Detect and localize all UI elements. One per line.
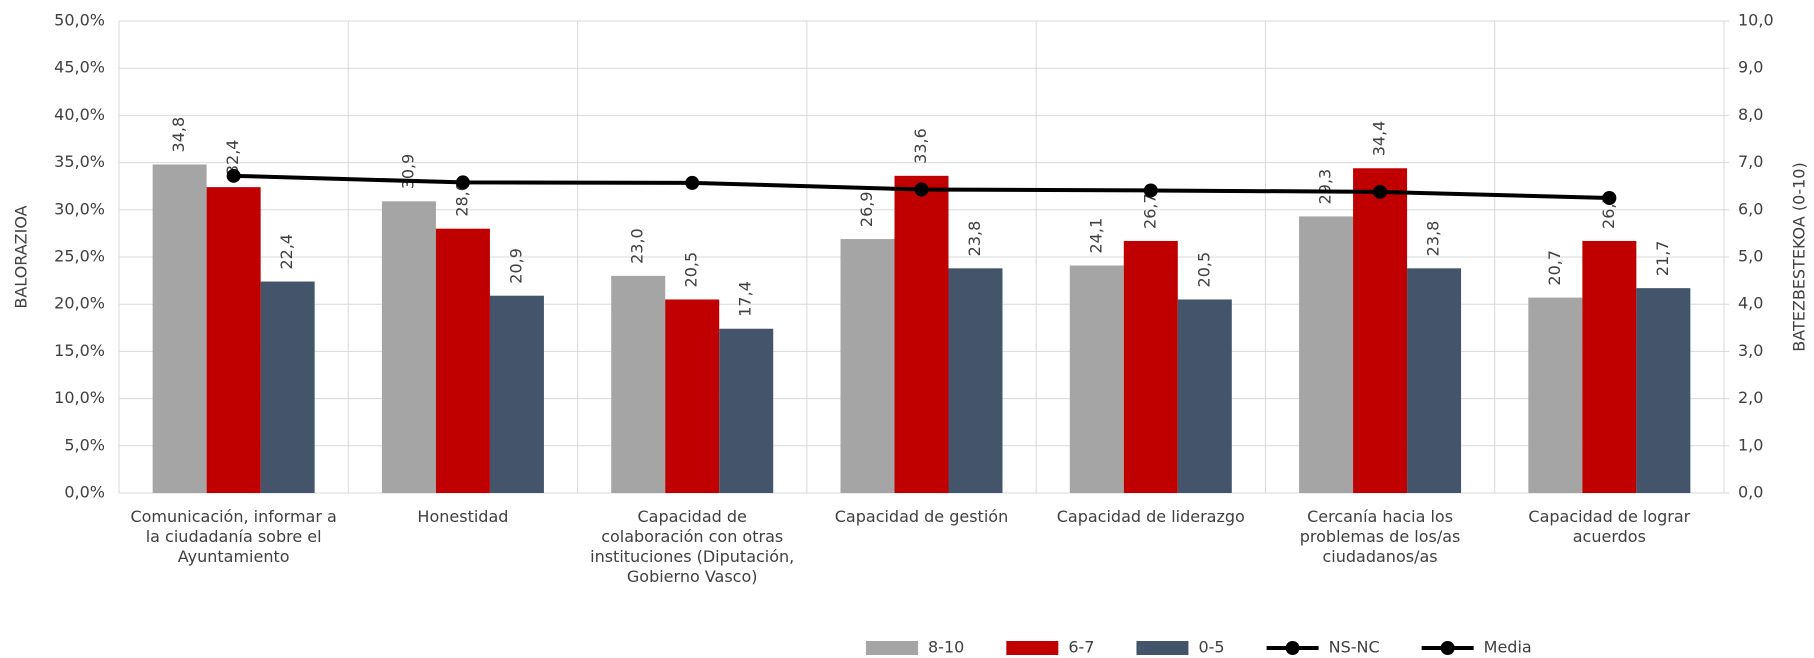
marker <box>914 182 929 197</box>
x-tick-label: Comunicación, informar a la ciudadanía s… <box>130 507 337 566</box>
y-tick-label: 25,0% <box>54 247 105 266</box>
y-tick-label: 15,0% <box>54 341 105 360</box>
value-label: 34,4 <box>1370 121 1389 157</box>
bar <box>840 239 895 493</box>
value-label: 22,4 <box>277 234 296 270</box>
value-label: 33,6 <box>911 128 930 164</box>
bar <box>1299 216 1354 493</box>
legend-label: 6-7 <box>1068 638 1094 657</box>
value-label: 21,7 <box>1653 241 1672 277</box>
y2-tick-label: 6,0 <box>1738 199 1763 218</box>
bar <box>1582 240 1637 493</box>
bar <box>1177 299 1232 493</box>
y2-tick-label: 4,0 <box>1738 294 1763 313</box>
legend-label: 8-10 <box>928 638 964 657</box>
x-tick-label: Capacidad de lograr acuerdos <box>1528 507 1691 546</box>
marker <box>1373 184 1388 199</box>
legend-label: 0-5 <box>1198 638 1224 657</box>
value-label: 30,9 <box>398 154 417 190</box>
y-tick-label: 10,0% <box>54 388 105 407</box>
bar <box>152 164 207 493</box>
legend-swatch <box>866 641 918 655</box>
legend-label: NS-NC <box>1329 638 1380 657</box>
value-label: 28,0 <box>452 181 471 217</box>
bar <box>1528 297 1583 493</box>
legend-label: Media <box>1484 638 1532 657</box>
y2-tick-label: 3,0 <box>1738 341 1763 360</box>
bar <box>948 268 1003 493</box>
y2-tick-label: 0,0 <box>1738 483 1763 502</box>
value-label: 20,5 <box>1194 252 1213 288</box>
value-label: 26,9 <box>857 191 876 227</box>
value-label: 23,0 <box>628 228 647 264</box>
x-tick-label: Capacidad de gestión <box>834 507 1009 526</box>
bar <box>1353 168 1408 493</box>
bar <box>611 275 666 493</box>
y2-tick-label: 5,0 <box>1738 247 1763 266</box>
y-tick-label: 5,0% <box>64 435 105 454</box>
legend-marker <box>1285 641 1300 655</box>
bar <box>260 281 315 493</box>
y-tick-label: 35,0% <box>54 152 105 171</box>
bar <box>1407 268 1462 493</box>
value-label: 20,7 <box>1545 250 1564 286</box>
y-tick-label: 30,0% <box>54 199 105 218</box>
y-axis-title: BALORAZIOA <box>12 205 31 308</box>
bar <box>665 299 720 493</box>
bar <box>1636 288 1691 493</box>
value-label: 26,7 <box>1140 193 1159 229</box>
legend-swatch <box>1136 641 1189 655</box>
marker <box>685 175 700 190</box>
bar <box>894 175 949 494</box>
marker <box>226 168 241 183</box>
marker <box>1143 183 1158 198</box>
value-label: 34,8 <box>169 117 188 153</box>
y-tick-label: 20,0% <box>54 294 105 313</box>
bar <box>435 228 490 493</box>
bar <box>1069 265 1124 493</box>
y-tick-label: 50,0% <box>54 11 105 30</box>
y-tick-label: 40,0% <box>54 105 105 124</box>
y2-axis-title: BATEZBESTEKOA (0-10) <box>1790 162 1809 351</box>
bar <box>206 187 261 494</box>
bar <box>489 295 544 493</box>
y2-tick-label: 9,0 <box>1738 58 1763 77</box>
value-label: 23,8 <box>1424 221 1443 257</box>
x-tick-label: Cercanía hacia los problemas de los/as c… <box>1299 507 1461 566</box>
y-tick-label: 45,0% <box>54 58 105 77</box>
x-tick-label: Honestidad <box>417 507 509 526</box>
y2-tick-label: 8,0 <box>1738 105 1763 124</box>
bar <box>1123 240 1178 493</box>
value-label: 17,4 <box>736 281 755 317</box>
bar <box>719 328 774 493</box>
y-tick-label: 0,0% <box>64 483 105 502</box>
value-label: 20,5 <box>682 252 701 288</box>
bar <box>381 201 436 493</box>
y2-tick-label: 1,0 <box>1738 435 1763 454</box>
value-label: 23,8 <box>965 221 984 257</box>
marker <box>1602 191 1617 205</box>
x-tick-label: Capacidad de colaboración con otras inst… <box>590 507 795 586</box>
y2-tick-label: 10,0 <box>1738 11 1774 30</box>
value-label: 24,1 <box>1086 218 1105 254</box>
value-label: 32,4 <box>223 140 242 176</box>
x-tick-label: Capacidad de liderazgo <box>1056 507 1245 526</box>
legend-marker <box>1440 641 1455 655</box>
marker <box>455 175 470 190</box>
y2-tick-label: 7,0 <box>1738 152 1763 171</box>
value-label: 20,9 <box>506 248 525 284</box>
y2-tick-label: 2,0 <box>1738 388 1763 407</box>
legend-swatch <box>1006 641 1059 655</box>
value-label: 29,3 <box>1316 169 1335 205</box>
